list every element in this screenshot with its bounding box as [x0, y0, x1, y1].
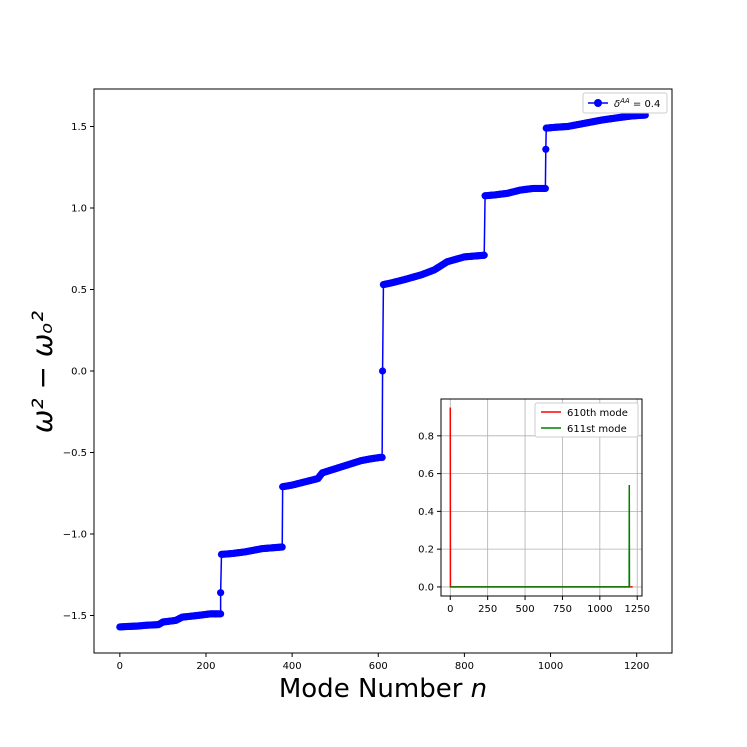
- main-y-tick-label: 1.5: [71, 122, 87, 133]
- inset-series: [449, 407, 633, 588]
- main-series-point: [217, 589, 225, 597]
- inset-x-tick-label: 250: [478, 604, 497, 615]
- main-ticks: 0 200 400 600 800 1000 1200 −1.5 −1.0 −0.5 0.0 0.5 1…: [63, 122, 650, 672]
- main-y-tick-label: 1.0: [71, 203, 87, 214]
- main-y-tick-label: −1.5: [63, 611, 87, 622]
- main-series-point: [480, 251, 488, 259]
- main-x-tick-label: 800: [455, 661, 474, 672]
- main-y-tick-label: −1.0: [63, 530, 87, 541]
- main-series-point: [542, 145, 550, 153]
- main-x-tick-label: 600: [369, 661, 388, 672]
- main-legend-marker: [594, 99, 602, 107]
- inset-x-tick-label: 1250: [624, 604, 649, 615]
- inset-y-tick-label: 0.0: [418, 582, 434, 593]
- main-legend: δAA = 0.4: [582, 92, 668, 114]
- inset-y-tick-label: 0.6: [418, 469, 434, 480]
- y-axis-label: ω² − ωₒ²: [26, 311, 59, 433]
- main-x-tick-label: 1000: [538, 661, 563, 672]
- inset-plot-border: [440, 398, 643, 597]
- inset-y-tick-label: 0.8: [418, 431, 434, 442]
- inset-y-tick-label: 0.2: [418, 545, 434, 556]
- inset-x-tick-label: 1000: [587, 604, 612, 615]
- main-legend-label: δAA = 0.4: [614, 97, 660, 110]
- main-series-point: [217, 610, 225, 618]
- main-legend-box: [582, 92, 668, 114]
- inset-legend-label-611: 611st mode: [567, 424, 627, 435]
- main-y-tick-label: 0.0: [71, 367, 87, 378]
- main-x-tick-label: 400: [283, 661, 302, 672]
- main-x-tick-label: 200: [196, 661, 215, 672]
- inset-x-tick-label: 500: [516, 604, 535, 615]
- main-x-tick-label: 0: [117, 661, 123, 672]
- main-x-tick-label: 1200: [624, 661, 649, 672]
- inset-x-tick-label: 750: [553, 604, 572, 615]
- main-y-tick-label: 0.5: [71, 285, 87, 296]
- inset-y-tick-label: 0.4: [418, 507, 434, 518]
- inset-series-line-1: [450, 484, 631, 588]
- x-axis-label: Mode Number n: [279, 674, 487, 704]
- main-series-point: [378, 453, 386, 461]
- main-series-point: [541, 184, 549, 193]
- main-series: [116, 111, 649, 631]
- main-y-tick-label: −0.5: [63, 448, 87, 459]
- inset-ticks: 0 250 500 750 1000 1250 0.0 0.2 0.4 0.6 0.8: [418, 431, 650, 615]
- inset-legend: 610th mode 611st mode: [534, 402, 639, 438]
- inset-legend-label-610: 610th mode: [567, 408, 628, 419]
- main-series-point: [378, 367, 387, 375]
- inset-x-tick-label: 0: [447, 604, 453, 615]
- main-series-point: [278, 543, 286, 551]
